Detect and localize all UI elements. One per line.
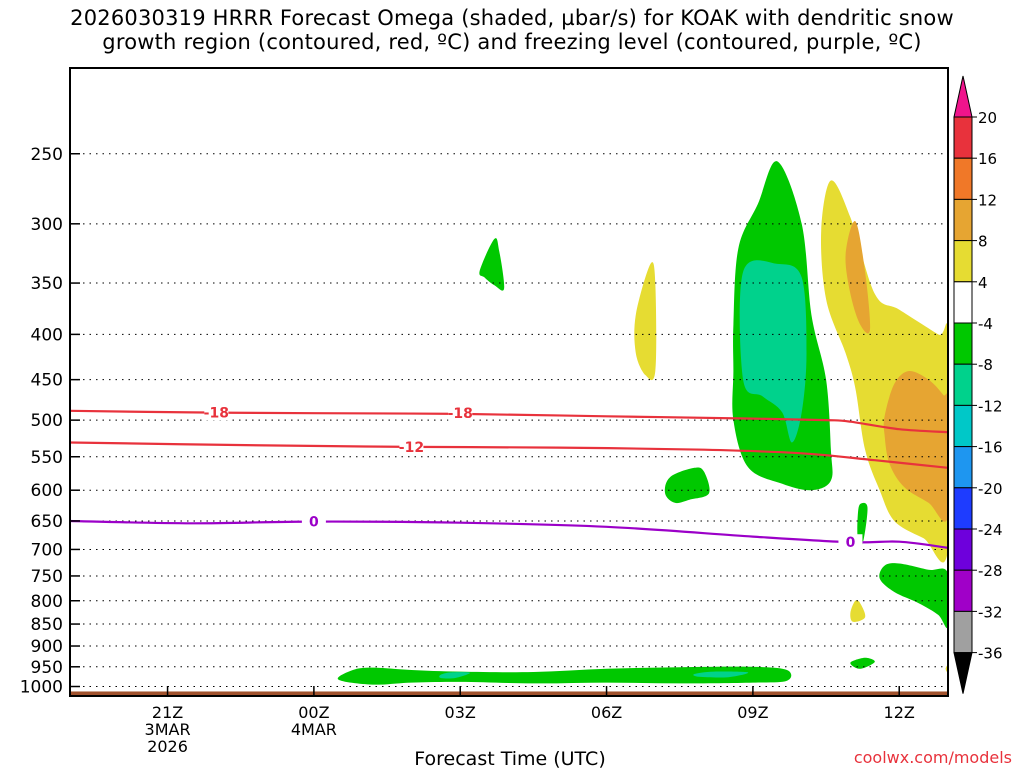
colorbar-label: 20 (978, 109, 997, 127)
ground-layer (70, 691, 948, 696)
colorbar-label: -24 (978, 521, 1003, 539)
colorbar-top-arrow (953, 75, 973, 118)
y-tick-label: 650 (31, 512, 63, 532)
omega-region (479, 238, 505, 291)
contour-line (70, 441, 948, 469)
contour-label-bg (204, 404, 229, 421)
x-tick-label: 4MAR (291, 720, 337, 739)
colorbar-segment (953, 157, 973, 200)
contour-label: 0 (309, 515, 319, 531)
y-tick-label: 500 (31, 411, 63, 431)
y-tick-label: 400 (31, 325, 63, 345)
plot-frame (69, 67, 949, 697)
omega-region (693, 671, 749, 678)
contour-label-bg (448, 405, 473, 422)
omega-region (821, 180, 948, 563)
chart-title-line-2: growth region (contoured, red, ºC) and f… (102, 30, 922, 54)
y-tick-label: 1000 (20, 678, 63, 698)
y-tick-label: 950 (31, 658, 63, 678)
colorbar-segment (953, 116, 973, 159)
ground-strip (70, 691, 948, 696)
x-tick-label: 03Z (445, 703, 476, 722)
colorbar-label: 4 (978, 274, 988, 292)
colorbar-label: -28 (978, 562, 1003, 580)
credit-text: coolwx.com/models (853, 748, 1012, 767)
colorbar-label: -36 (978, 645, 1003, 663)
contour-line (70, 409, 948, 434)
chart-title-line-1: 2026030319 HRRR Forecast Omega (shaded, … (70, 6, 954, 30)
contour-lines: -18 -18 -12 0 0 (70, 404, 948, 551)
colorbar-segment (953, 363, 973, 406)
colorbar-label: -20 (978, 480, 1003, 498)
x-tick-label: 00Z (298, 703, 329, 722)
y-tick-label: 450 (31, 371, 63, 391)
colorbar-label: 8 (978, 233, 988, 251)
y-tick-label: 800 (31, 592, 63, 612)
colorbar-segment (953, 446, 973, 489)
colorbar-bottom-arrow (953, 652, 973, 694)
omega-region (845, 221, 871, 334)
omega-region (739, 260, 807, 443)
y-tick-label: 900 (31, 637, 63, 657)
omega-region (850, 657, 875, 669)
contour-label: 0 (846, 535, 856, 551)
y-tick-label: 700 (31, 540, 63, 560)
omega-region (337, 666, 792, 685)
x-tick-label: 12Z (884, 703, 915, 722)
contour-label-bg (838, 534, 863, 551)
x-tick-label: 21Z (152, 703, 183, 722)
colorbar-segment (953, 404, 973, 448)
colorbar-label: -8 (978, 356, 993, 374)
colorbar: 20 16 12 8 4 -4 -8 -12 -16 -20 -24 -28 -32 -36 (953, 75, 1003, 694)
contour-label: -18 (204, 405, 229, 421)
colorbar-segment (953, 569, 973, 612)
contour-label: -12 (399, 440, 424, 456)
y-tick-label: 300 (31, 215, 63, 235)
omega-region (664, 467, 710, 504)
plot-border (69, 67, 949, 697)
colorbar-label: 12 (978, 191, 997, 209)
y-tick-label: 750 (31, 567, 63, 587)
colorbar-segment (953, 610, 973, 654)
y-tick-label: 850 (31, 615, 63, 635)
x-axis-label: Forecast Time (UTC) (414, 748, 605, 768)
colorbar-segment (953, 322, 973, 365)
colorbar-segment (953, 240, 973, 283)
colorbar-label: -4 (978, 315, 993, 333)
colorbar-segment (953, 281, 973, 324)
omega-region (883, 370, 948, 522)
colorbar-label: -16 (978, 439, 1003, 457)
y-tick-label: 550 (31, 448, 63, 468)
colorbar-label: 16 (978, 150, 997, 168)
y-tick-label: 600 (31, 481, 63, 501)
x-tick-label: 3MAR (145, 720, 191, 739)
omega-region (439, 672, 471, 679)
colorbar-label: -32 (978, 603, 1003, 621)
colorbar-segment (953, 198, 973, 242)
colorbar-segment (953, 487, 973, 530)
y-tick-label: 250 (31, 145, 63, 165)
chart-title: 2026030319 HRRR Forecast Omega (shaded, … (0, 6, 1024, 54)
omega-region (850, 600, 866, 622)
omega-region (634, 262, 657, 381)
contour-label: -18 (448, 406, 473, 422)
contour-label-bg (301, 513, 326, 530)
contour-line (70, 519, 948, 549)
omega-shading (337, 161, 948, 685)
colorbar-segment (953, 528, 973, 571)
colorbar-label: -12 (978, 397, 1003, 415)
x-tick-label: 06Z (591, 703, 622, 722)
x-tick-label: 2026 (147, 737, 188, 756)
contour-label-bg (399, 438, 424, 455)
omega-region (879, 563, 948, 628)
y-tick-label: 350 (31, 274, 63, 294)
x-tick-label: 09Z (737, 703, 768, 722)
y-axis: 2503003504004505005506006507007508008509… (20, 145, 80, 698)
